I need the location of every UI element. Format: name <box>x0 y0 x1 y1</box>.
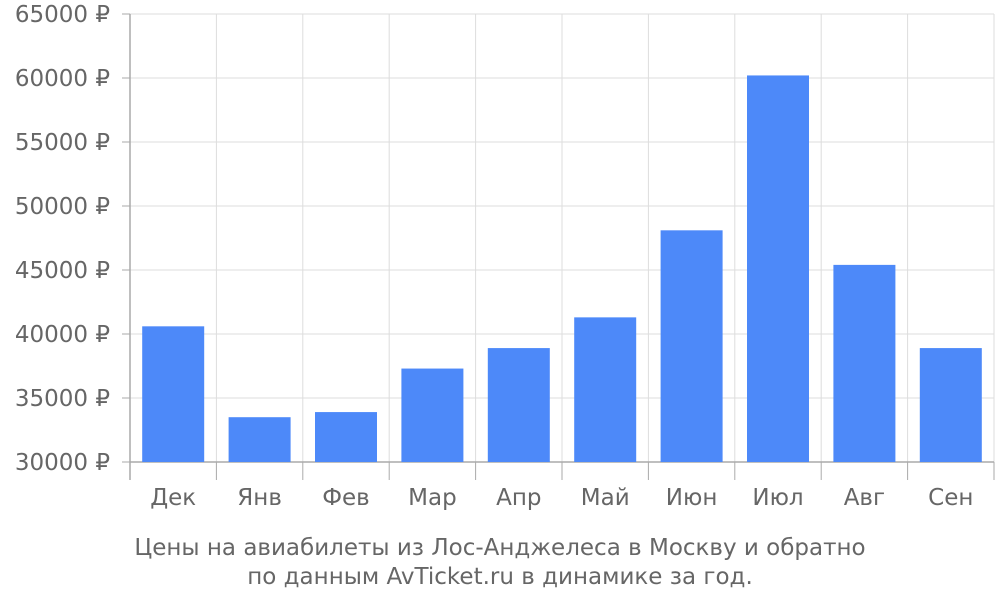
y-tick-label: 50000 ₽ <box>15 194 110 220</box>
y-tick-label: 65000 ₽ <box>15 2 110 28</box>
x-tick-label: Июл <box>752 485 803 511</box>
x-tick-label: Апр <box>496 485 541 511</box>
x-tick-label: Авг <box>844 485 885 511</box>
bar <box>315 412 377 462</box>
y-tick-label: 45000 ₽ <box>15 258 110 284</box>
bar <box>747 75 809 462</box>
x-tick-label: Май <box>581 485 630 511</box>
x-tick-label: Мар <box>408 485 457 511</box>
bar <box>660 230 723 462</box>
bar <box>228 417 291 462</box>
y-tick-label: 60000 ₽ <box>15 66 110 92</box>
x-tick-label: Июн <box>666 485 718 511</box>
y-tick-label: 30000 ₽ <box>15 450 110 476</box>
chart-caption-line-2: по данным AvTicket.ru в динамике за год. <box>247 564 753 590</box>
bar <box>401 368 464 462</box>
x-tick-label: Сен <box>928 485 973 511</box>
x-tick-label: Фев <box>322 485 370 511</box>
bar <box>833 264 896 462</box>
y-tick-label: 35000 ₽ <box>15 386 110 412</box>
chart-caption-line-1: Цены на авиабилеты из Лос-Анджелеса в Мо… <box>134 535 866 561</box>
bar <box>574 317 637 462</box>
bar <box>919 348 982 462</box>
y-tick-label: 40000 ₽ <box>15 322 110 348</box>
bar-chart: 30000 ₽ 35000 ₽ 40000 ₽ 45000 ₽ 50000 ₽ 55000… <box>15 2 995 511</box>
bar <box>487 348 550 462</box>
x-tick-label: Дек <box>150 485 196 511</box>
bar <box>142 326 205 462</box>
y-tick-label: 55000 ₽ <box>15 130 110 156</box>
x-tick-label: Янв <box>237 485 282 511</box>
